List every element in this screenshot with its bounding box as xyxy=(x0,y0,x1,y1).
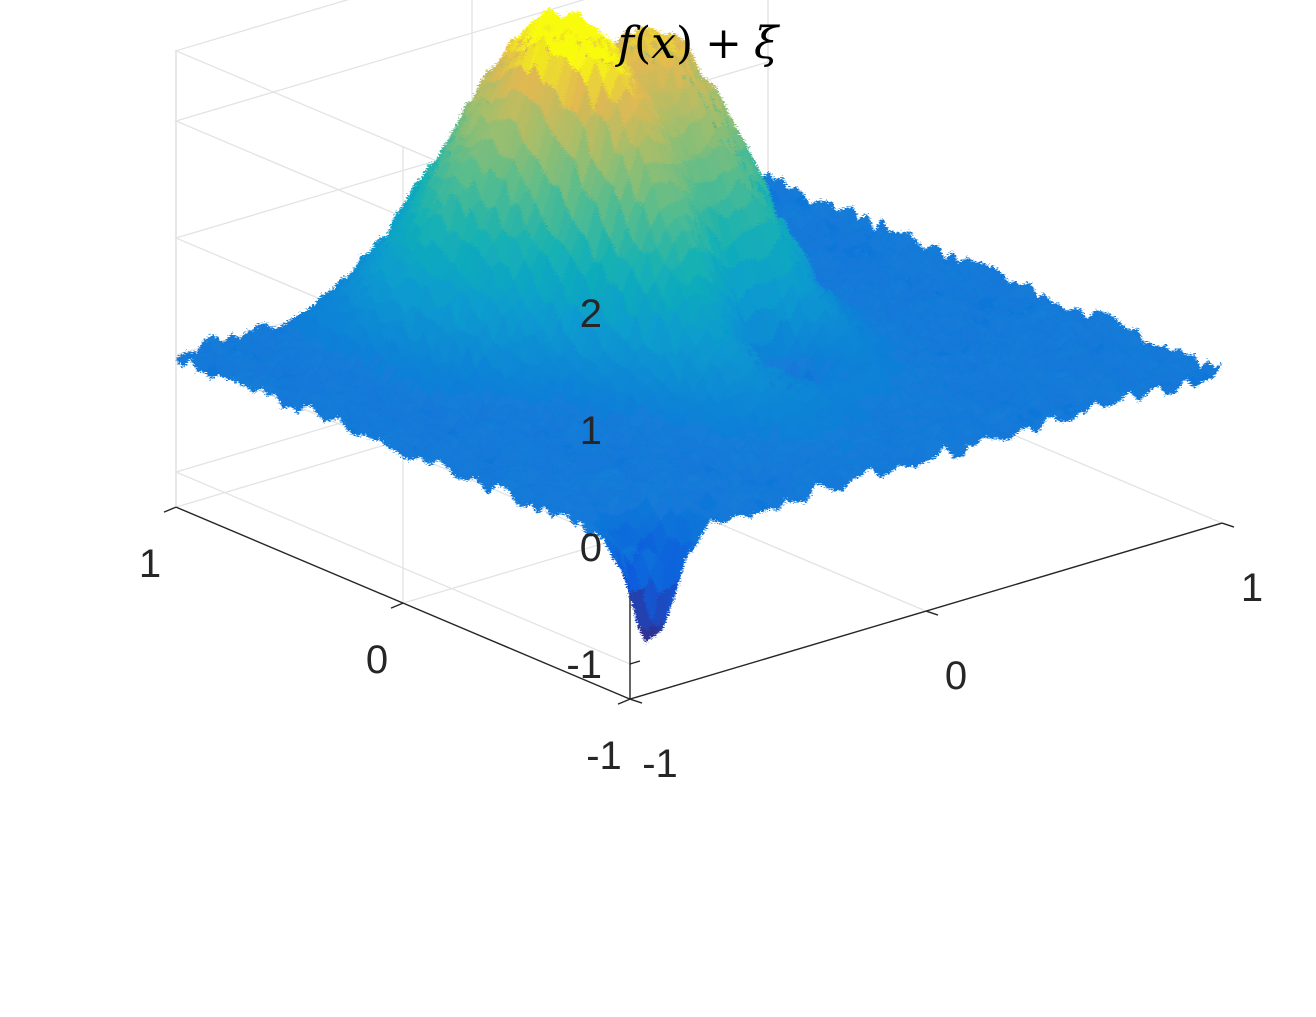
y-tick-mark xyxy=(617,698,631,705)
x-tick-label: 0 xyxy=(945,654,967,698)
x-tick-mark xyxy=(925,610,939,616)
chart-title: f(x) + ξ xyxy=(615,18,781,69)
z-tick-label: 1 xyxy=(580,409,602,453)
x-tick-mark xyxy=(1221,522,1235,528)
y-tick-label: -1 xyxy=(586,734,622,778)
x-tick-mark xyxy=(629,698,643,704)
title-close-paren: ) xyxy=(676,18,693,69)
y-tick-mark xyxy=(163,506,177,513)
title-xi: ξ xyxy=(754,18,781,69)
surface-mesh xyxy=(175,7,1223,643)
title-x: x xyxy=(651,18,676,69)
z-tick-label: 0 xyxy=(580,526,602,570)
z-tick-label: -1 xyxy=(566,643,602,687)
title-plus: + xyxy=(705,18,742,69)
y-tick-mark xyxy=(390,602,404,609)
x-tick-label: -1 xyxy=(642,742,678,786)
y-tick-label: 1 xyxy=(139,542,161,586)
z-tick-label: 2 xyxy=(580,292,602,336)
y-tick-label: 0 xyxy=(366,638,388,682)
z-tick-mark xyxy=(629,660,641,665)
title-open-paren: ( xyxy=(634,18,651,69)
x-tick-label: 1 xyxy=(1241,566,1263,610)
